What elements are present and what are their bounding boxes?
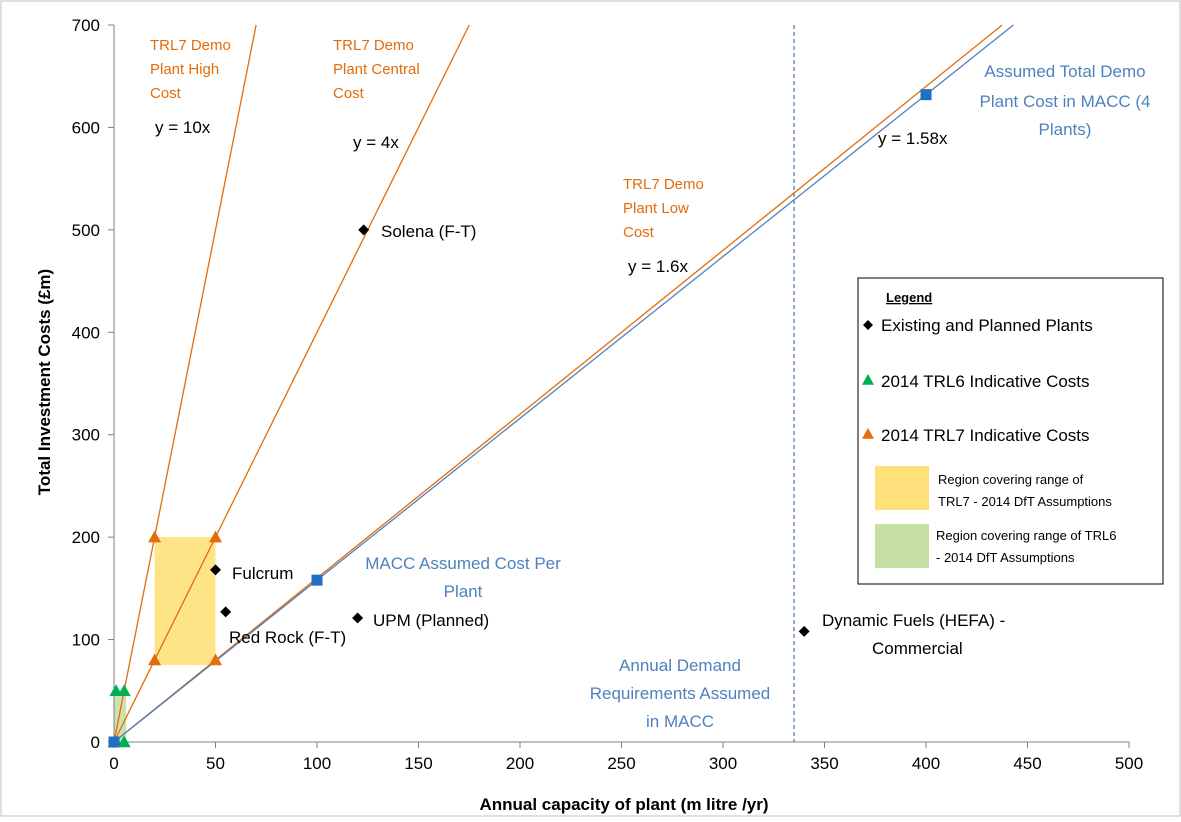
x-tick-label: 400 — [912, 754, 940, 773]
data-points — [107, 89, 932, 748]
existing-plant-point — [798, 625, 810, 637]
existing-plant-point — [210, 564, 221, 576]
macc-cost-per-plant-line2: Plant — [444, 582, 483, 601]
y-tick-label: 500 — [72, 221, 100, 240]
macc-point — [108, 736, 120, 748]
plant-label-fulcrum: Fulcrum — [232, 564, 293, 583]
trl7-central-label-line3: Cost — [333, 85, 365, 102]
trl7-central-equation: y = 4x — [353, 133, 399, 152]
legend-label-trl6: 2014 TRL6 Indicative Costs — [881, 372, 1090, 391]
legend-label-existing: Existing and Planned Plants — [881, 316, 1093, 335]
y-tick-label: 100 — [72, 631, 100, 650]
trl7-low-label-line2: Plant Low — [623, 200, 689, 217]
macc-line-equation: y = 1.58x — [878, 129, 948, 148]
x-tick-label: 350 — [810, 754, 838, 773]
trl7-point — [148, 653, 162, 666]
plant-label-upm: UPM (Planned) — [373, 611, 489, 630]
plant-label-dynamic-fuels-line2: Commercial — [872, 639, 963, 658]
legend-markers — [862, 320, 929, 568]
plant-label-dynamic-fuels-line1: Dynamic Fuels (HEFA) - — [822, 611, 1005, 630]
total-demo-cost-line2: Plant Cost in MACC (4 — [980, 92, 1151, 111]
trl7-point — [148, 530, 162, 543]
x-tick-label: 450 — [1013, 754, 1041, 773]
trl7-high-label-line2: Plant High — [150, 61, 219, 78]
trl7-central-label-line1: TRL7 Demo — [333, 37, 414, 54]
trl7-low-equation: y = 1.6x — [628, 257, 689, 276]
total-demo-cost-line1: Assumed Total Demo — [984, 62, 1145, 81]
trend-line-2 — [113, 24, 1003, 743]
total-demo-cost-line3: Plants) — [1039, 120, 1092, 139]
y-tick-label: 600 — [72, 118, 100, 137]
plant-label-red-rock: Red Rock (F-T) — [229, 628, 346, 647]
trl7-low-label-line3: Cost — [623, 224, 655, 241]
x-tick-label: 300 — [709, 754, 737, 773]
legend-marker-trl6-region — [875, 524, 929, 568]
axes: 0 50 100 150 200 250 300 350 400 450 500 0 100 200 300… — [72, 16, 1144, 773]
x-axis-title: Annual capacity of plant (m litre /yr) — [479, 795, 768, 814]
legend-marker-trl7-region — [875, 466, 929, 510]
annual-demand-line2: Requirements Assumed — [590, 684, 770, 703]
trend-line-1 — [113, 24, 470, 743]
trl7-point — [209, 653, 222, 666]
y-tick-label: 0 — [91, 733, 100, 752]
existing-plant-point — [352, 612, 364, 624]
y-tick-label: 400 — [72, 323, 100, 342]
legend-label-trl6-region-line1: Region covering range of TRL6 — [936, 528, 1116, 543]
legend-marker-trl7 — [862, 428, 874, 439]
trl7-low-label-line1: TRL7 Demo — [623, 176, 704, 193]
annual-demand-line1: Annual Demand — [619, 656, 741, 675]
y-tick-label: 700 — [72, 16, 100, 35]
trl7-high-equation: y = 10x — [155, 118, 211, 137]
annual-demand-line3: in MACC — [646, 712, 714, 731]
y-axis-title: Total Investment Costs (£m) — [35, 269, 54, 495]
x-tick-label: 50 — [206, 754, 225, 773]
trend-lines — [113, 24, 1014, 743]
x-tick-label: 150 — [404, 754, 432, 773]
trl6-point — [117, 735, 131, 748]
macc-cost-per-plant-line1: MACC Assumed Cost Per — [365, 554, 561, 573]
trend-line-0 — [113, 24, 257, 743]
x-tick-label: 200 — [506, 754, 534, 773]
chart-labels: Annual capacity of plant (m litre /yr) T… — [35, 37, 1151, 814]
x-tick-label: 0 — [109, 754, 118, 773]
trl7-high-label-line3: Cost — [150, 85, 182, 102]
macc-point — [920, 89, 932, 101]
legend-marker-trl6 — [862, 374, 874, 385]
x-tick-label: 100 — [303, 754, 331, 773]
trl6-point — [117, 684, 131, 696]
trl7-point — [209, 530, 222, 543]
y-tick-label: 300 — [72, 426, 100, 445]
macc-point — [311, 574, 323, 586]
trl7-high-label-line1: TRL7 Demo — [150, 37, 231, 54]
plant-label-solena: Solena (F-T) — [381, 222, 476, 241]
legend-marker-existing — [863, 320, 873, 330]
x-tick-label: 250 — [607, 754, 635, 773]
trend-line-3 — [113, 24, 1014, 743]
legend-label-trl7-region-line1: Region covering range of — [938, 472, 1084, 487]
trl7-central-label-line2: Plant Central — [333, 61, 420, 78]
legend-label-trl6-region-line2: - 2014 DfT Assumptions — [936, 550, 1075, 565]
legend-title: Legend — [886, 290, 932, 305]
existing-plant-point — [220, 606, 232, 618]
y-tick-label: 200 — [72, 528, 100, 547]
legend: Legend Existing and Planned Plants 2014 … — [857, 277, 1164, 585]
x-tick-label: 500 — [1115, 754, 1143, 773]
existing-plant-point — [358, 224, 370, 236]
legend-label-trl7-region-line2: TRL7 - 2014 DfT Assumptions — [938, 494, 1112, 509]
legend-label-trl7: 2014 TRL7 Indicative Costs — [881, 426, 1090, 445]
